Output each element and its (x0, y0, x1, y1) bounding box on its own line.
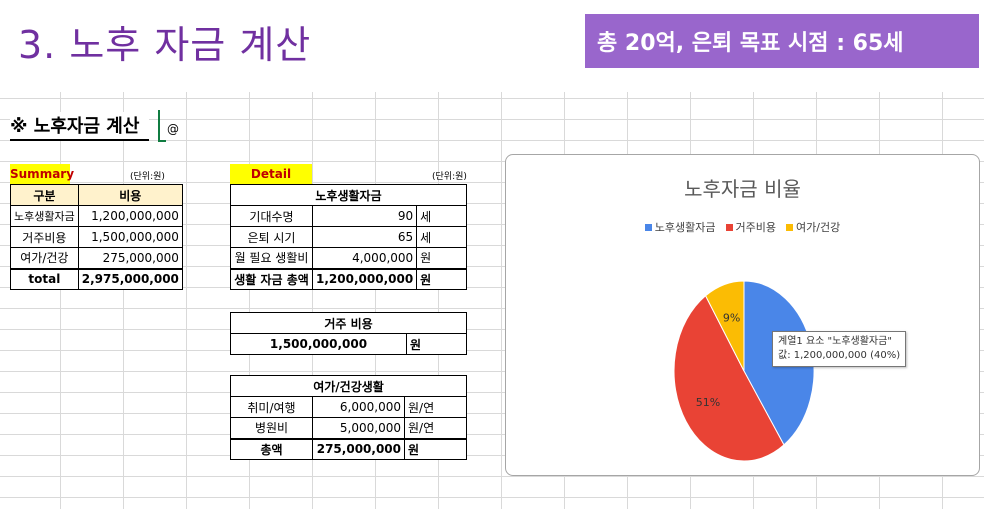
living-row-label: 은퇴 시기 (230, 226, 313, 248)
housing-unit: 원 (406, 333, 467, 355)
living-row-unit: 원 (416, 247, 467, 269)
leisure-row-label: 취미/여행 (230, 396, 313, 418)
spreadsheet[interactable]: ※ 노후자금 계산 @ Summary (단위:원) 구분 비용 노후생활자금 … (0, 92, 984, 509)
leisure-total-value: 275,000,000 (312, 437, 405, 460)
chart-tooltip: 계열1 요소 "노후생활자금" 값: 1,200,000,000 (40%) (772, 331, 907, 367)
table-row[interactable]: 월 필요 생활비 4,000,000 원 (230, 247, 467, 269)
living-row-label: 월 필요 생활비 (230, 247, 313, 269)
legend-item[interactable]: 여가/건강 (786, 219, 840, 235)
pie-data-label-1: 51% (696, 396, 720, 409)
summary-row-label: 노후생활자금 (10, 205, 79, 227)
summary-header-cost: 비용 (77, 184, 183, 206)
table-row[interactable]: 취미/여행 6,000,000 원/연 (230, 396, 467, 418)
summary-table: 구분 비용 노후생활자금 1,200,000,000 거주비용 1,500,00… (10, 184, 183, 290)
leisure-row-value: 5,000,000 (312, 417, 405, 439)
table-row[interactable]: 노후생활자금 1,200,000,000 (10, 205, 183, 227)
living-row-unit: 세 (416, 205, 467, 227)
legend-swatch (786, 223, 794, 231)
chart-title: 노후자금 비율 (684, 177, 801, 201)
table-row[interactable]: 여가/건강 275,000,000 (10, 247, 183, 269)
summary-row-value: 275,000,000 (77, 247, 183, 269)
tooltip-series-line: 계열1 요소 "노후생활자금" (778, 336, 892, 347)
table-row[interactable]: 1,500,000,000 원 (230, 333, 467, 355)
living-total-label: 생활 자금 총액 (230, 267, 313, 290)
table-row[interactable]: 기대수명 90 세 (230, 205, 467, 227)
summary-row-label: 여가/건강 (10, 247, 79, 269)
detail-tag: Detail (230, 164, 312, 184)
living-total-value: 1,200,000,000 (311, 267, 418, 290)
leisure-health-table: 여가/건강생활 취미/여행 6,000,000 원/연 병원비 5,000,00… (230, 375, 467, 460)
living-row-unit: 세 (416, 226, 467, 248)
legend-swatch (725, 223, 733, 231)
housing-header: 거주 비용 (230, 312, 467, 334)
legend-label: 여가/건강 (796, 221, 841, 234)
living-header: 노후생활자금 (230, 184, 467, 206)
table-row[interactable]: 거주비용 1,500,000,000 (10, 226, 183, 248)
summary-total-label: total (10, 267, 79, 290)
living-total-unit: 원 (416, 267, 467, 290)
pie-chart[interactable]: 노후자금 비율 노후생활자금 거주비용 여가/건강 40%51%9% 계열1 요… (505, 154, 980, 476)
leisure-row-value: 6,000,000 (312, 396, 405, 418)
cell-marker: @ (167, 122, 179, 136)
living-row-value: 4,000,000 (311, 247, 418, 269)
summary-row-value: 1,500,000,000 (77, 226, 183, 248)
living-row-value: 65 (311, 226, 418, 248)
living-row-value: 90 (311, 205, 418, 227)
goal-banner: 총 20억, 은퇴 목표 시점 : 65세 (585, 14, 979, 68)
living-row-label: 기대수명 (230, 205, 313, 227)
chart-legend[interactable]: 노후생활자금 거주비용 여가/건강 (506, 219, 979, 235)
housing-value: 1,500,000,000 (230, 333, 407, 355)
sheet-title: ※ 노후자금 계산 (10, 112, 150, 141)
table-row[interactable]: 병원비 5,000,000 원/연 (230, 417, 467, 439)
table-row[interactable]: total 2,975,000,000 (10, 267, 183, 290)
pie-data-label-2: 9% (723, 312, 740, 325)
table-row[interactable]: 생활 자금 총액 1,200,000,000 원 (230, 267, 467, 290)
leisure-total-unit: 원 (404, 437, 467, 460)
leisure-row-unit: 원/연 (404, 396, 467, 418)
pie-slice-2[interactable] (704, 280, 745, 372)
leisure-row-label: 병원비 (230, 417, 313, 439)
summary-tag: Summary (10, 164, 74, 184)
housing-cost-table: 거주 비용 1,500,000,000 원 (230, 312, 467, 355)
detail-unit: (단위:원) (432, 172, 467, 182)
summary-row-label: 거주비용 (10, 226, 79, 248)
pie-plot[interactable]: 40%51%9% (506, 155, 981, 477)
legend-item[interactable]: 거주비용 (725, 219, 777, 235)
summary-row-value: 1,200,000,000 (77, 205, 183, 227)
leisure-header: 여가/건강생활 (230, 375, 467, 397)
tooltip-value-line: 값: 1,200,000,000 (40%) (778, 350, 901, 361)
living-expense-table: 노후생활자금 기대수명 90 세 은퇴 시기 65 세 월 필요 생활비 4,0… (230, 184, 467, 290)
legend-swatch (644, 223, 652, 231)
table-row[interactable]: 은퇴 시기 65 세 (230, 226, 467, 248)
legend-label: 노후생활자금 (654, 221, 716, 234)
summary-unit: (단위:원) (130, 172, 165, 182)
summary-header-category: 구분 (10, 184, 79, 206)
summary-total-value: 2,975,000,000 (77, 267, 183, 290)
legend-label: 거주비용 (735, 221, 777, 234)
table-row[interactable]: 총액 275,000,000 원 (230, 437, 467, 460)
slide-title: 3. 노후 자금 계산 (18, 23, 312, 67)
leisure-total-label: 총액 (230, 437, 313, 460)
legend-item[interactable]: 노후생활자금 (644, 219, 716, 235)
active-cell-border (158, 110, 166, 142)
pie-slice-1[interactable] (673, 294, 785, 462)
leisure-row-unit: 원/연 (404, 417, 467, 439)
